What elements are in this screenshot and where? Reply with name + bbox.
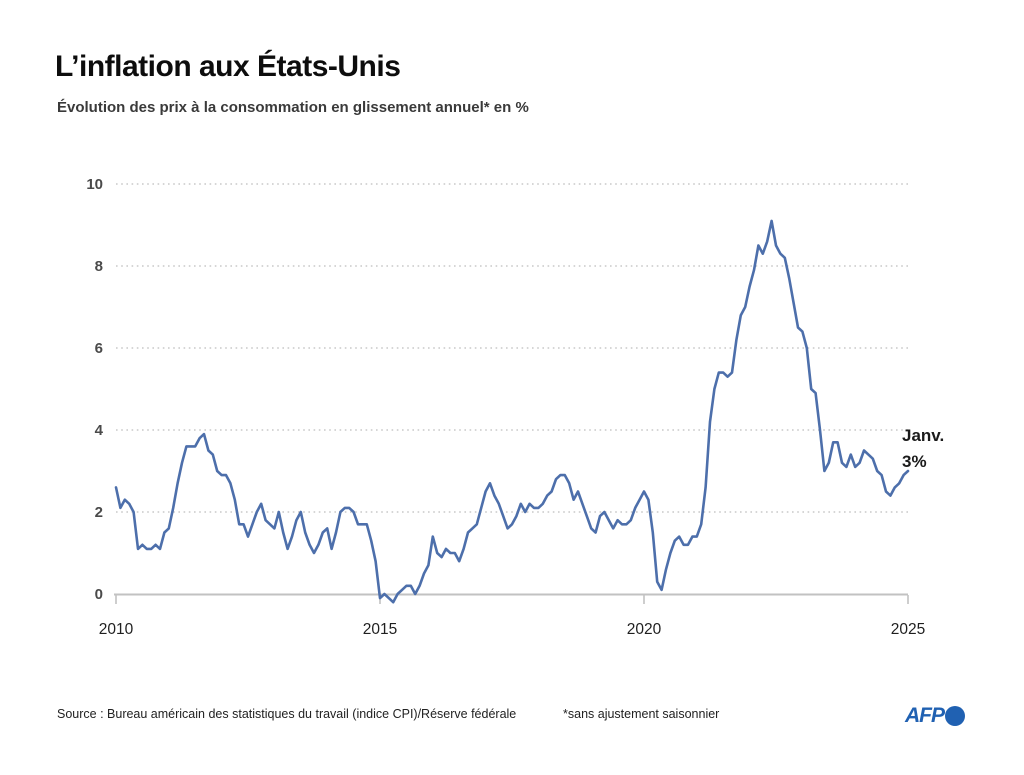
x-tick-label: 2020 <box>627 621 662 638</box>
annotation-month: Janv. <box>902 426 945 445</box>
y-tick-label: 4 <box>95 422 104 439</box>
footnote-text: *sans ajustement saisonnier <box>563 707 720 721</box>
inflation-line <box>114 219 910 604</box>
page-title: L’inflation aux États-Unis <box>55 50 401 83</box>
y-tick-label: 8 <box>95 258 103 275</box>
x-tick-label: 2010 <box>99 621 134 638</box>
latest-value-annotation: Janv. 3% <box>902 423 944 474</box>
y-tick-label: 0 <box>95 586 103 603</box>
afp-logo: AFP <box>905 700 965 732</box>
page-subtitle: Évolution des prix à la consommation en … <box>57 99 529 116</box>
x-tick-label: 2025 <box>891 621 925 638</box>
footer: Source : Bureau américain des statistiqu… <box>0 704 1024 736</box>
y-tick-label: 2 <box>95 504 103 521</box>
annotation-value: 3% <box>902 451 927 471</box>
y-tick-label: 6 <box>95 340 103 357</box>
afp-logo-text: AFP <box>905 704 945 727</box>
source-text: Source : Bureau américain des statistiqu… <box>57 707 517 721</box>
x-tick-label: 2015 <box>363 621 397 638</box>
afp-logo-circle-icon <box>945 706 965 726</box>
y-tick-label: 10 <box>86 176 103 193</box>
